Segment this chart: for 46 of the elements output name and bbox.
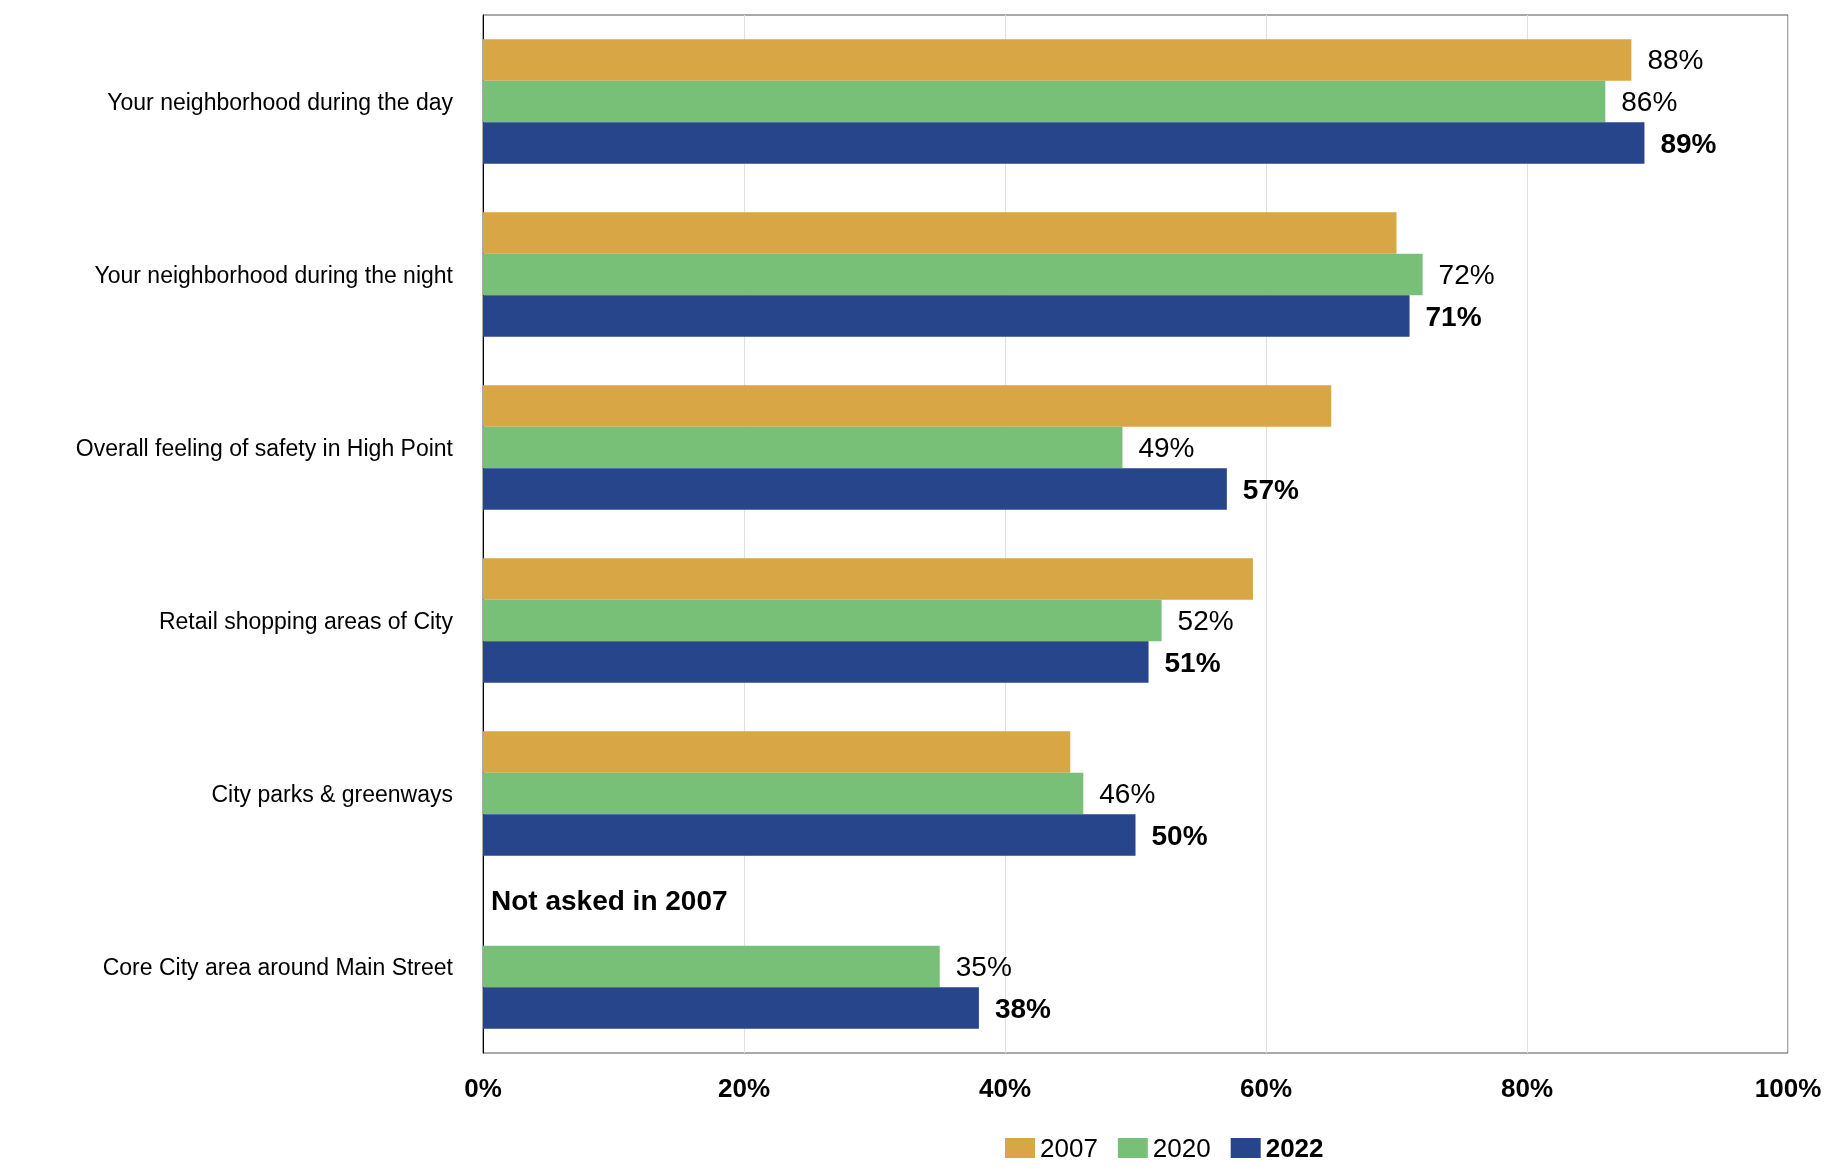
- bar: [483, 39, 1632, 81]
- data-label: 71%: [1425, 300, 1482, 332]
- y-tick-label: Overall feeling of safety in High Point: [75, 434, 454, 461]
- bar: [483, 385, 1332, 427]
- bar: [483, 599, 1162, 642]
- y-tick-label: City parks & greenways: [211, 780, 453, 807]
- data-label: 46%: [1099, 778, 1156, 809]
- data-label: 86%: [1621, 86, 1678, 117]
- bar: [483, 212, 1397, 254]
- bar: [483, 731, 1071, 773]
- y-tick-label: Your neighborhood during the night: [94, 261, 454, 288]
- data-label: 51%: [1164, 646, 1221, 678]
- bar: [483, 468, 1227, 510]
- data-label: 89%: [1660, 127, 1717, 159]
- x-tick-label: 100%: [1754, 1073, 1822, 1103]
- y-tick-label: Your neighborhood during the day: [107, 88, 454, 115]
- bar: [483, 253, 1423, 296]
- bar: [483, 295, 1410, 337]
- data-label: 88%: [1647, 44, 1704, 76]
- x-tick-label: 40%: [978, 1073, 1032, 1103]
- data-label: 35%: [955, 951, 1012, 982]
- y-tick-label: Retail shopping areas of City: [158, 607, 454, 634]
- bar: [483, 987, 979, 1029]
- bar: [483, 814, 1136, 856]
- bar: [483, 772, 1084, 815]
- bar: [483, 945, 940, 988]
- bar: [483, 80, 1606, 123]
- bar: [483, 641, 1149, 683]
- legend-label: 2022: [1265, 1133, 1324, 1163]
- data-label: 38%: [994, 992, 1052, 1024]
- annotation: Not asked in 2007: [491, 884, 728, 916]
- data-label: 50%: [1151, 819, 1208, 851]
- bar: [483, 122, 1645, 164]
- x-tick-label: 60%: [1239, 1073, 1293, 1103]
- x-tick-label: 0%: [464, 1073, 502, 1103]
- y-tick-label: Core City area around Main Street: [102, 953, 454, 980]
- data-label: 49%: [1138, 432, 1195, 463]
- legend-label: 2007: [1040, 1133, 1098, 1163]
- x-tick-label: 80%: [1500, 1073, 1554, 1103]
- data-label: 57%: [1242, 473, 1299, 505]
- bar: [483, 558, 1253, 600]
- data-label: 52%: [1177, 605, 1234, 636]
- x-tick-label: 20%: [717, 1073, 771, 1103]
- legend-label: 2020: [1152, 1133, 1211, 1163]
- data-label: 72%: [1438, 259, 1495, 290]
- bar: [483, 426, 1123, 469]
